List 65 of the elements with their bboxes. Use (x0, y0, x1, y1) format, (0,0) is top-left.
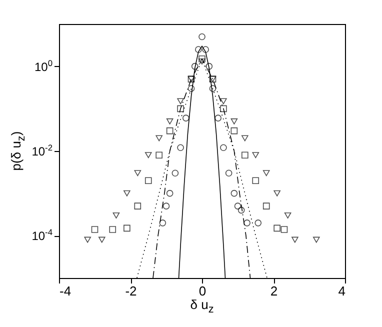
point (230, 190, 238, 197)
point (195, 46, 202, 53)
point (159, 220, 166, 226)
y-tick-label: 10$^{-4}$ (32, 227, 53, 244)
point (230, 127, 238, 134)
x-tick-label: -2 (125, 284, 137, 298)
point (280, 226, 288, 233)
point (206, 62, 213, 70)
y-tick-label: 10$^{-2}$ (32, 142, 53, 158)
point (134, 202, 142, 210)
point (124, 190, 130, 196)
point (234, 202, 242, 210)
point (182, 114, 190, 122)
point (124, 224, 130, 232)
point (254, 220, 262, 226)
x-tick-label: -4 (60, 284, 72, 298)
point (262, 202, 270, 210)
point (214, 114, 222, 122)
point (198, 58, 206, 65)
point (91, 226, 98, 233)
point (242, 152, 248, 159)
point (252, 177, 260, 184)
point (220, 144, 227, 152)
point (84, 236, 91, 243)
point (225, 170, 232, 177)
point (242, 135, 248, 142)
point (262, 170, 270, 176)
point (284, 212, 292, 218)
point (112, 212, 120, 218)
point (202, 46, 209, 53)
point (209, 85, 216, 92)
point (177, 105, 184, 112)
point (220, 98, 227, 104)
point (172, 170, 179, 177)
point (162, 202, 170, 210)
point (220, 105, 227, 112)
point (313, 236, 320, 243)
point (166, 127, 174, 134)
point (230, 118, 238, 124)
point (156, 152, 162, 159)
point (292, 236, 298, 243)
point (198, 55, 206, 62)
point (188, 85, 195, 92)
point (166, 118, 174, 124)
x-tick-label: 0 (198, 284, 206, 298)
point (156, 135, 162, 142)
point (144, 177, 152, 184)
point (134, 170, 142, 176)
point (166, 190, 174, 197)
point (109, 226, 116, 233)
x-tick-label: 4 (338, 284, 346, 298)
point (244, 220, 250, 226)
x-tick-label: 2 (270, 284, 278, 298)
point (198, 33, 206, 40)
point (238, 206, 245, 214)
point (274, 190, 280, 196)
point (144, 152, 152, 158)
y-tick-label: 10$^{0}$ (34, 58, 53, 74)
x-axis-title: δ u$_{z}$ (190, 297, 214, 316)
point (177, 98, 184, 104)
point (274, 224, 280, 232)
point (177, 144, 184, 152)
point (191, 62, 198, 70)
point (98, 236, 106, 243)
point (252, 152, 260, 158)
